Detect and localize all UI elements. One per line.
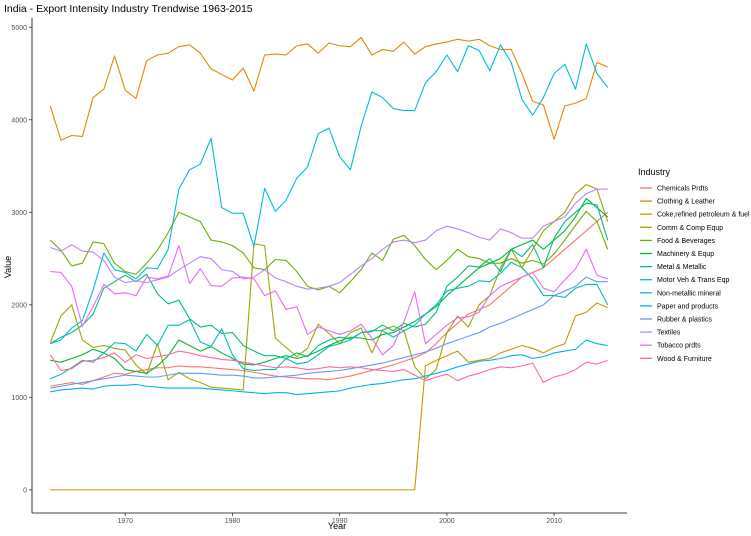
series-line-non-metallic-mineral	[50, 43, 609, 345]
legend-title: Industry	[638, 167, 671, 177]
plot-area	[49, 36, 609, 491]
y-tick-label: 4000	[11, 117, 27, 124]
legend-label-motor-veh-trans-eqp: Motor Veh & Trans Eqp	[657, 277, 729, 284]
legend-label-coke-refined-petroleum-fuel: Coke,refined petroleum & fuel	[657, 212, 750, 219]
legend-label-wood-furniture: Wood & Furniture	[657, 356, 712, 363]
legend-label-clothing-leather: Clothing & Leather	[657, 199, 716, 206]
series-line-paper-and-products	[50, 339, 608, 396]
x-tick-label: 1980	[225, 518, 241, 525]
series-line-wood-furniture	[49, 350, 608, 384]
y-tick-label: 3000	[11, 210, 27, 217]
series-line-motor-veh-trans-eqp	[50, 261, 609, 380]
y-tick-label: 1000	[11, 395, 27, 402]
series-line-comm-comp-equp	[49, 183, 609, 391]
legend-label-chemicals-prdts: Chemicals Prdts	[657, 186, 708, 193]
x-axis-title: Year	[328, 521, 346, 531]
legend-label-machinery-equp: Machinery & Equp	[657, 251, 714, 258]
series-line-rubber-plastics	[50, 276, 608, 389]
series-line-chemicals-prdts	[50, 211, 609, 387]
x-tick-label: 1970	[117, 518, 133, 525]
series-line-textiles	[50, 188, 608, 290]
legend: Chemicals Prdts Clothing & Leather Coke,re…	[640, 186, 750, 363]
axis-ticks: 0 1000 2000 3000 4000 5000 1970 1980 1990 2000 201…	[11, 25, 562, 525]
y-tick-label: 2000	[11, 302, 27, 309]
y-tick-label: 5000	[11, 25, 27, 32]
legend-label-non-metallic-mineral: Non-metallic mineral	[657, 290, 721, 297]
legend-label-tobacco-prdts: Tobacco prdts	[657, 343, 701, 350]
series-line-metal-metallic	[49, 202, 609, 360]
legend-label-food-beverages: Food & Beverages	[657, 238, 715, 245]
series-line-coke-refined-petroleum-fuel	[50, 302, 608, 491]
x-tick-label: 1990	[332, 518, 348, 525]
chart-title: India - Export Intensity Industry Trendw…	[4, 3, 253, 15]
legend-label-comm-comp-equp: Comm & Comp Equp	[657, 225, 723, 232]
y-tick-label: 0	[23, 487, 27, 494]
x-tick-label: 2000	[439, 518, 455, 525]
legend-label-metal-metallic: Metal & Metallic	[657, 264, 707, 271]
series-line-clothing-leather	[49, 36, 608, 141]
series-line-tobacco-prdts	[50, 245, 608, 356]
series-line-machinery-equp	[50, 197, 609, 374]
legend-label-paper-and-products: Paper and products	[657, 303, 719, 310]
legend-label-rubber-plastics: Rubber & plastics	[657, 317, 712, 324]
legend-label-textiles: Textiles	[657, 330, 681, 337]
x-tick-label: 2010	[546, 518, 562, 525]
y-axis-title: Value	[3, 256, 13, 278]
